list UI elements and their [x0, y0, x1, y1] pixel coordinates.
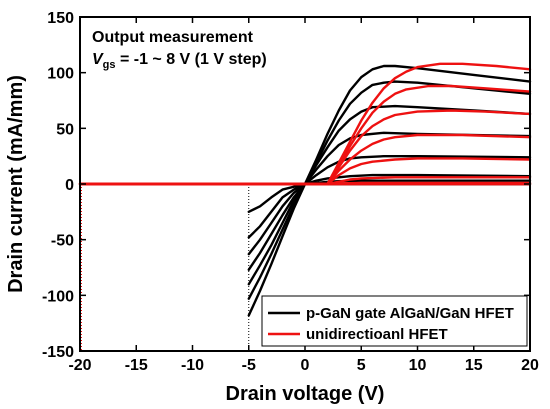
plot-frame [79, 16, 531, 352]
y-tick-label: -150 [42, 344, 74, 361]
pgan-curve-7 [247, 80, 532, 300]
x-tick-label: -15 [125, 357, 148, 374]
y-tick-label: 150 [47, 10, 74, 27]
y-tick-label: -50 [51, 233, 74, 250]
y-tick-label: 0 [65, 177, 74, 194]
x-tick-label: 0 [301, 357, 310, 374]
legend-label-unidirectional: unidirectioanl HFET [306, 326, 448, 343]
unidirectional-curve-4 [78, 157, 532, 186]
pgan-curve-4 [247, 155, 532, 256]
pgan-curve-6 [247, 104, 532, 286]
unidirectional-curve-8 [78, 62, 532, 186]
plot-curves [78, 62, 532, 351]
y-axis-label: Drain current (mA/mm) [5, 75, 27, 293]
annotation-vgs: Vgs = -1 ~ 8 V (1 V step) [92, 51, 267, 71]
y-tick-label: 50 [56, 121, 74, 138]
x-tick-label: 15 [465, 357, 483, 374]
y-tick-label: 100 [47, 66, 74, 83]
x-tick-label: 5 [357, 357, 366, 374]
x-tick-label: 10 [409, 357, 427, 374]
pgan-curve-5 [247, 131, 532, 271]
x-tick-label: 20 [521, 357, 539, 374]
y-tick-label: -100 [42, 288, 74, 305]
unidirectional-curve-5 [78, 133, 532, 186]
legend-box [261, 295, 528, 347]
x-axis-label: Drain voltage (V) [226, 383, 385, 405]
x-tick-label: -10 [181, 357, 204, 374]
pgan-curve-3 [247, 173, 532, 239]
legend: p-GaN gate AlGaN/GaN HFET unidirectioanl… [261, 295, 528, 347]
legend-label-pgan: p-GaN gate AlGaN/GaN HFET [306, 305, 514, 322]
annotation-title: Output measurement [92, 29, 254, 46]
unidirectional-curve-6 [78, 109, 532, 186]
x-tick-label: -5 [242, 357, 256, 374]
x-tick-label: -20 [68, 357, 91, 374]
pgan-curve-8 [247, 64, 532, 317]
